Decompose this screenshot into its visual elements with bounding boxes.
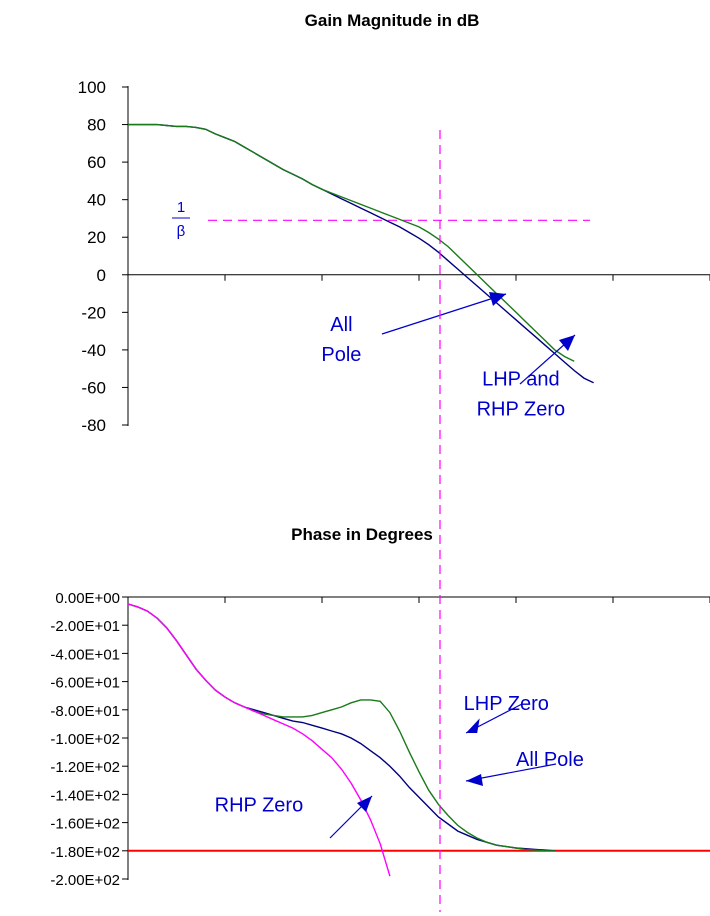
gain-chart-title: Gain Magnitude in dB bbox=[305, 11, 480, 30]
gain-y-axis: 100 80 60 40 20 0 -20 -40 -60 -80 bbox=[78, 78, 129, 435]
phase-chart: Phase in Degrees 0.00E+00 -2.00E+01 -4.00E… bbox=[50, 525, 710, 889]
beta-numerator: 1 bbox=[177, 199, 185, 216]
gain-y-tick-label: 40 bbox=[87, 191, 106, 210]
gain-y-tick-label: -20 bbox=[81, 303, 106, 322]
phase-annotation: All Pole bbox=[516, 749, 584, 771]
gain-annotation: LHP and bbox=[482, 369, 559, 391]
phase-chart-title: Phase in Degrees bbox=[291, 525, 433, 544]
phase-series-all-pole bbox=[127, 603, 555, 852]
phase-series-lhp-zero bbox=[127, 603, 555, 852]
phase-x-axis bbox=[127, 596, 710, 603]
gain-arrowhead-lhp-rhp bbox=[559, 335, 575, 351]
phase-y-tick-label: -1.20E+02 bbox=[50, 759, 120, 776]
phase-y-tick-label: -1.40E+02 bbox=[50, 787, 120, 804]
beta-denominator: β bbox=[177, 223, 186, 240]
gain-arrow-all-pole bbox=[381, 293, 507, 335]
phase-y-tick-label: -2.00E+01 bbox=[50, 618, 120, 635]
phase-y-axis: 0.00E+00 -2.00E+01 -4.00E+01 -6.00E+01 -8.00… bbox=[50, 590, 129, 889]
gain-arrowhead-all-pole bbox=[489, 292, 506, 306]
phase-y-tick-label: -1.60E+02 bbox=[50, 816, 120, 833]
beta-label: 1 β bbox=[172, 199, 190, 240]
gain-y-tick-label: 60 bbox=[87, 153, 106, 172]
gain-y-tick-label: 0 bbox=[97, 266, 106, 285]
gain-y-tick-label: 20 bbox=[87, 228, 106, 247]
phase-y-tick-label: 0.00E+00 bbox=[55, 590, 120, 607]
gain-chart: Gain Magnitude in dB 100 80 60 40 20 0 -20 -40 -… bbox=[78, 11, 710, 435]
gain-annotations: All Pole LHP and RHP Zero bbox=[321, 314, 565, 421]
phase-series-rhp-zero bbox=[127, 603, 391, 877]
phase-annotation: RHP Zero bbox=[215, 794, 304, 816]
gain-y-ticks: 100 80 60 40 20 0 -20 -40 -60 -80 bbox=[78, 78, 128, 435]
phase-y-tick-label: -1.00E+02 bbox=[50, 731, 120, 748]
gain-annotation: RHP Zero bbox=[477, 399, 566, 421]
gain-y-tick-label: -60 bbox=[81, 378, 106, 397]
phase-arrowhead-all-pole bbox=[466, 774, 483, 786]
phase-arrowhead-lhp-zero bbox=[466, 718, 480, 734]
phase-arrows bbox=[329, 703, 557, 839]
phase-y-tick-label: -4.00E+01 bbox=[50, 646, 120, 663]
gain-arrows bbox=[381, 292, 576, 385]
phase-y-tick-label: -1.80E+02 bbox=[50, 844, 120, 861]
gain-annotation: Pole bbox=[321, 344, 361, 366]
gain-y-tick-label: 100 bbox=[78, 78, 106, 97]
gain-annotation: All bbox=[330, 314, 352, 336]
phase-annotations: LHP Zero All Pole RHP Zero bbox=[215, 693, 584, 817]
gain-y-tick-label: -40 bbox=[81, 341, 106, 360]
phase-y-tick-label: -8.00E+01 bbox=[50, 703, 120, 720]
phase-y-tick-label: -6.00E+01 bbox=[50, 675, 120, 692]
gain-x-axis bbox=[127, 274, 710, 281]
phase-y-ticks: 0.00E+00 -2.00E+01 -4.00E+01 -6.00E+01 -8.00… bbox=[50, 590, 128, 889]
gain-y-tick-label: -80 bbox=[81, 416, 106, 435]
phase-y-tick-label: -2.00E+02 bbox=[50, 872, 120, 889]
phase-arrowhead-rhp-zero bbox=[357, 796, 372, 812]
phase-annotation: LHP Zero bbox=[464, 693, 549, 715]
phase-series bbox=[127, 603, 555, 877]
gain-y-tick-label: 80 bbox=[87, 116, 106, 135]
